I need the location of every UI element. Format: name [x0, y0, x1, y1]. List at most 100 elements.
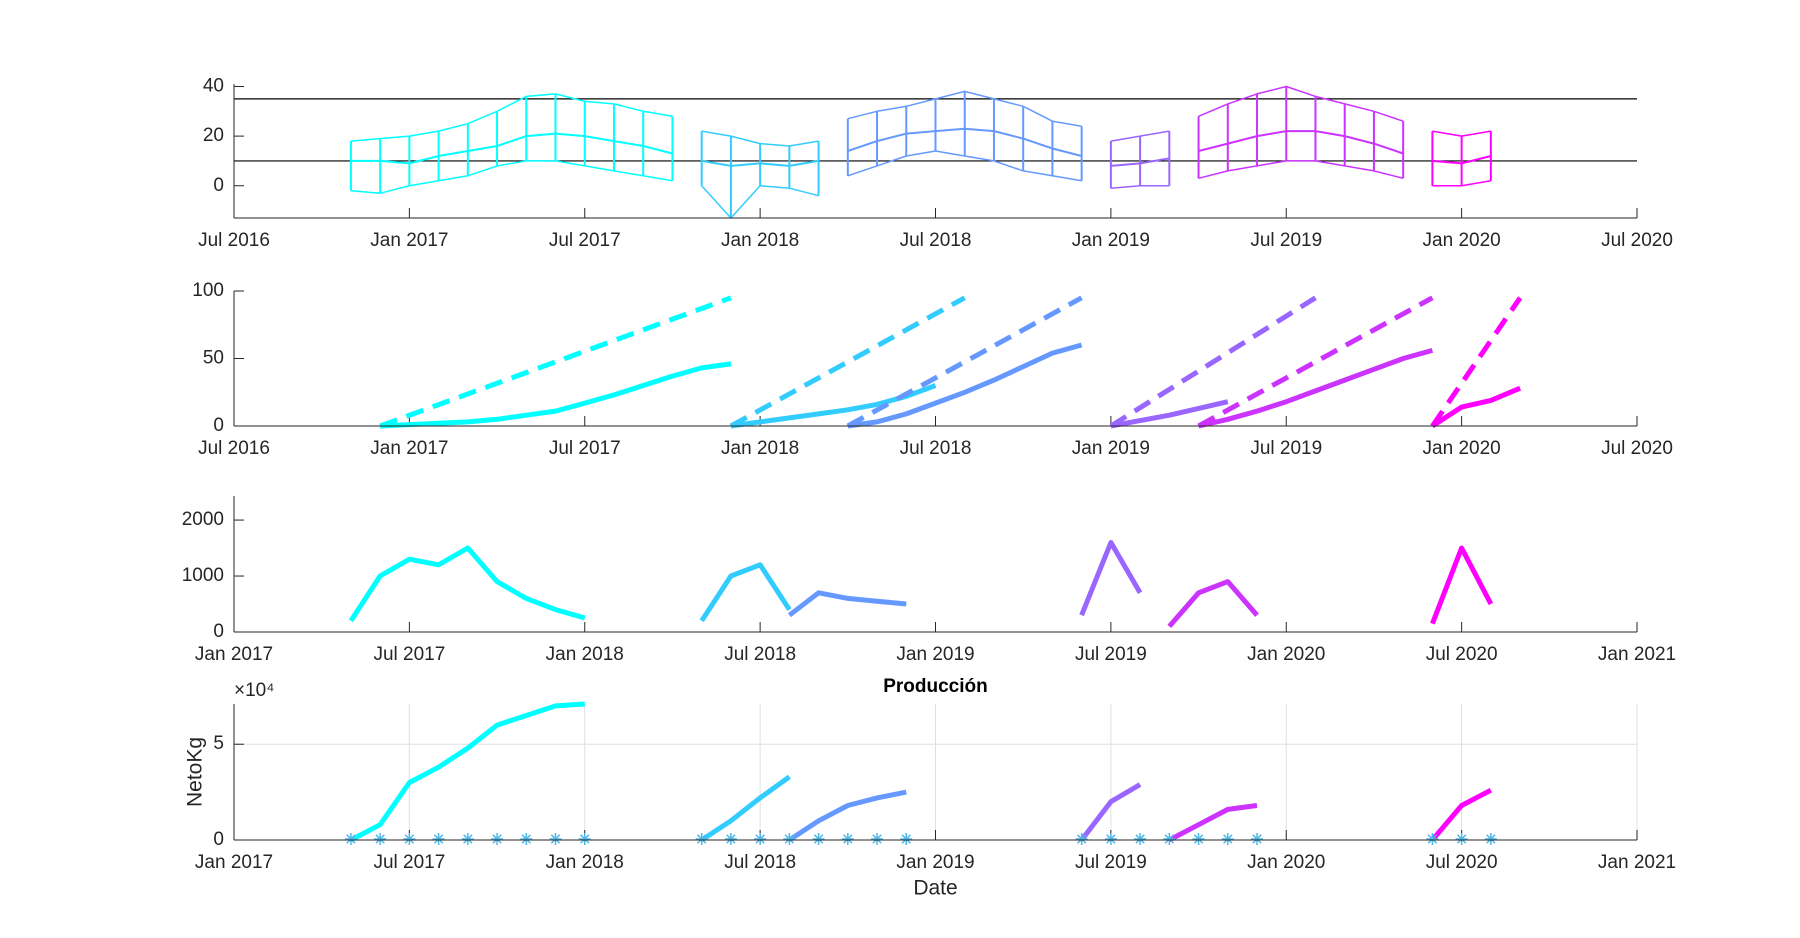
marker [871, 833, 884, 846]
x-tick-label: Jul 2017 [373, 644, 445, 665]
marker [724, 833, 737, 846]
marker [1251, 833, 1264, 846]
data-line [1430, 296, 1523, 428]
x-tick-label: Jul 2018 [724, 852, 796, 873]
x-tick-label: Jul 2016 [198, 438, 270, 459]
y-tick-label: 20 [203, 125, 224, 146]
marker [403, 833, 416, 846]
high-line [1110, 130, 1170, 142]
x-tick-label: Jan 2020 [1423, 230, 1501, 251]
data-line [1432, 155, 1492, 165]
y-tick-label: 100 [192, 280, 224, 301]
y-tick-label: 5 [213, 733, 224, 754]
data-line [701, 159, 819, 167]
x-tick-label: Jan 2018 [721, 438, 799, 459]
data-line [788, 789, 907, 843]
y-tick-label: 50 [203, 348, 224, 369]
data-line [729, 295, 966, 429]
x-tick-label: Jul 2019 [1075, 852, 1147, 873]
marker [1104, 833, 1117, 846]
data-line [730, 383, 937, 429]
x-tick-label: Jan 2017 [195, 852, 273, 873]
x-tick-label: Jan 2018 [721, 230, 799, 251]
low-line [847, 150, 1082, 182]
high-line [1432, 130, 1492, 137]
marker [1426, 833, 1439, 846]
y-tick-label: 1000 [182, 565, 224, 586]
x-tick-label: Jan 2019 [896, 644, 974, 665]
data-line [1110, 157, 1170, 167]
marker [1134, 833, 1147, 846]
x-tick-label: Jan 2019 [1072, 230, 1150, 251]
marker [1221, 833, 1234, 846]
data-line [1079, 782, 1142, 842]
x-tick-label: Jan 2017 [370, 230, 448, 251]
x-tick-label: Jan 2018 [546, 852, 624, 873]
x-tick-label: Jul 2018 [724, 644, 796, 665]
data-line [349, 701, 585, 843]
marker [461, 833, 474, 846]
data-line [1109, 295, 1317, 429]
marker [1455, 833, 1468, 846]
marker [1484, 833, 1497, 846]
high-line [847, 90, 1082, 127]
data-line [1198, 347, 1434, 429]
high-line [1198, 85, 1404, 122]
data-line [847, 127, 1082, 157]
panel: 0 1000 2000 Jan 2017 Jul 2017 Jan 2018 Jul 201… [182, 496, 1676, 665]
marker [754, 833, 767, 846]
x-tick-label: Jan 2021 [1598, 852, 1676, 873]
x-tick-label: Jan 2021 [1598, 644, 1676, 665]
x-tick-label: Jan 2017 [195, 644, 273, 665]
high-line [701, 130, 819, 147]
x-tick-label: Jul 2020 [1601, 230, 1673, 251]
x-tick-label: Jul 2018 [900, 438, 972, 459]
y-multiplier: ×10⁴ [234, 680, 274, 701]
marker [812, 833, 825, 846]
data-line [1197, 295, 1434, 429]
marker [695, 833, 708, 846]
x-tick-label: Jul 2019 [1250, 230, 1322, 251]
y-tick-label: 0 [213, 415, 224, 436]
data-line [1430, 545, 1494, 625]
y-tick-label: 2000 [182, 509, 224, 530]
y-tick-label: 0 [213, 175, 224, 196]
data-line [1167, 579, 1259, 629]
low-line [1432, 180, 1492, 187]
marker [432, 833, 445, 846]
low-line [350, 160, 673, 194]
y-tick-label: 0 [213, 829, 224, 850]
marker [374, 833, 387, 846]
x-tick-label: Jul 2020 [1426, 644, 1498, 665]
x-tick-label: Jan 2020 [1423, 438, 1501, 459]
x-tick-label: Jan 2019 [1072, 438, 1150, 459]
panel: 0 20 40 Jul 2016 Jan 2017 Jul 2017 Jan 2018 Jul… [198, 75, 1673, 251]
x-tick-label: Jul 2019 [1250, 438, 1322, 459]
panel: 0 50 100 Jul 2016 Jan 2017 Jul 2017 Jan 2018 Ju… [192, 280, 1673, 459]
y-tick-label: 40 [203, 75, 224, 96]
data-line [350, 132, 673, 165]
data-line [379, 295, 732, 429]
high-line [350, 93, 673, 142]
marker [344, 833, 357, 846]
data-line [700, 774, 791, 843]
panel: 0 5 Jan 2017 Jul 2017 Jan 2018 Jul 2018 Jan 20… [184, 676, 1677, 900]
marker [900, 833, 913, 846]
x-tick-label: Jul 2019 [1075, 644, 1147, 665]
data-line [846, 295, 1083, 429]
data-line [847, 342, 1083, 429]
data-line [787, 590, 907, 618]
data-line [699, 562, 792, 623]
x-tick-label: Jul 2020 [1426, 852, 1498, 873]
data-line [1079, 540, 1143, 617]
chart-title: Producción [883, 676, 988, 697]
x-tick-label: Jul 2017 [549, 230, 621, 251]
y-axis-label: NetoKg [184, 737, 207, 807]
x-tick-label: Jan 2020 [1247, 852, 1325, 873]
data-line [379, 361, 732, 429]
marker [1075, 833, 1088, 846]
marker [841, 833, 854, 846]
x-tick-label: Jan 2018 [546, 644, 624, 665]
data-line [1110, 399, 1229, 429]
marker [578, 833, 591, 846]
